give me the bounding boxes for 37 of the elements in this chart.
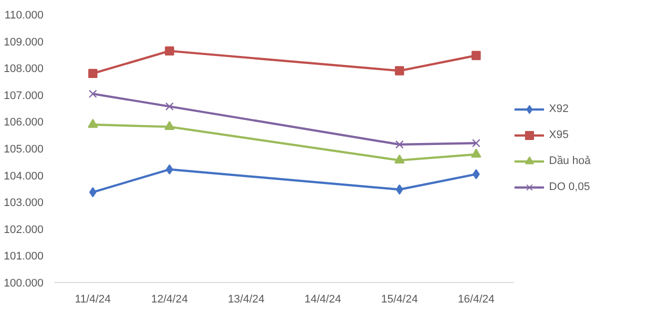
point: [472, 139, 480, 148]
point: [165, 102, 174, 111]
y-tick-label: 101.000: [4, 250, 44, 263]
point: [472, 169, 480, 180]
point: [395, 140, 404, 149]
point: [164, 46, 174, 56]
point: [88, 118, 98, 128]
y-tick-label: 100.000: [4, 278, 44, 290]
legend-label: DO 0,05: [549, 181, 590, 193]
legend-label: X95: [549, 129, 569, 141]
y-tick-label: 109.000: [4, 36, 44, 48]
y-tick-label: 108.000: [4, 63, 44, 76]
y-tick-label: 103.000: [4, 197, 44, 210]
legend-label: X92: [549, 103, 569, 115]
x-tick-label: 13/4/24: [228, 294, 265, 306]
y-tick-label: 105.000: [4, 144, 44, 156]
x-tick-label: 15/4/24: [381, 294, 418, 306]
x-tick-label: 11/4/24: [74, 294, 111, 306]
point: [166, 164, 174, 175]
point: [471, 148, 482, 158]
point: [164, 120, 175, 130]
y-tick-label: 106.000: [4, 116, 44, 129]
y-tick-label: 104.000: [4, 170, 44, 182]
point: [394, 66, 404, 76]
point: [88, 90, 97, 98]
y-tick-label: 102.000: [4, 224, 44, 236]
x-tick-label: 12/4/24: [151, 294, 188, 306]
y-tick-label: 107.000: [4, 90, 44, 102]
point: [89, 187, 96, 198]
point: [472, 50, 481, 60]
point: [88, 68, 98, 78]
point: [394, 154, 405, 164]
legend-label: Dầu hoả: [549, 155, 591, 167]
x-tick-label: 14/4/24: [304, 294, 342, 306]
y-tick-label: 110.000: [4, 10, 44, 22]
point: [396, 184, 404, 195]
x-tick-label: 16/4/24: [458, 294, 495, 306]
